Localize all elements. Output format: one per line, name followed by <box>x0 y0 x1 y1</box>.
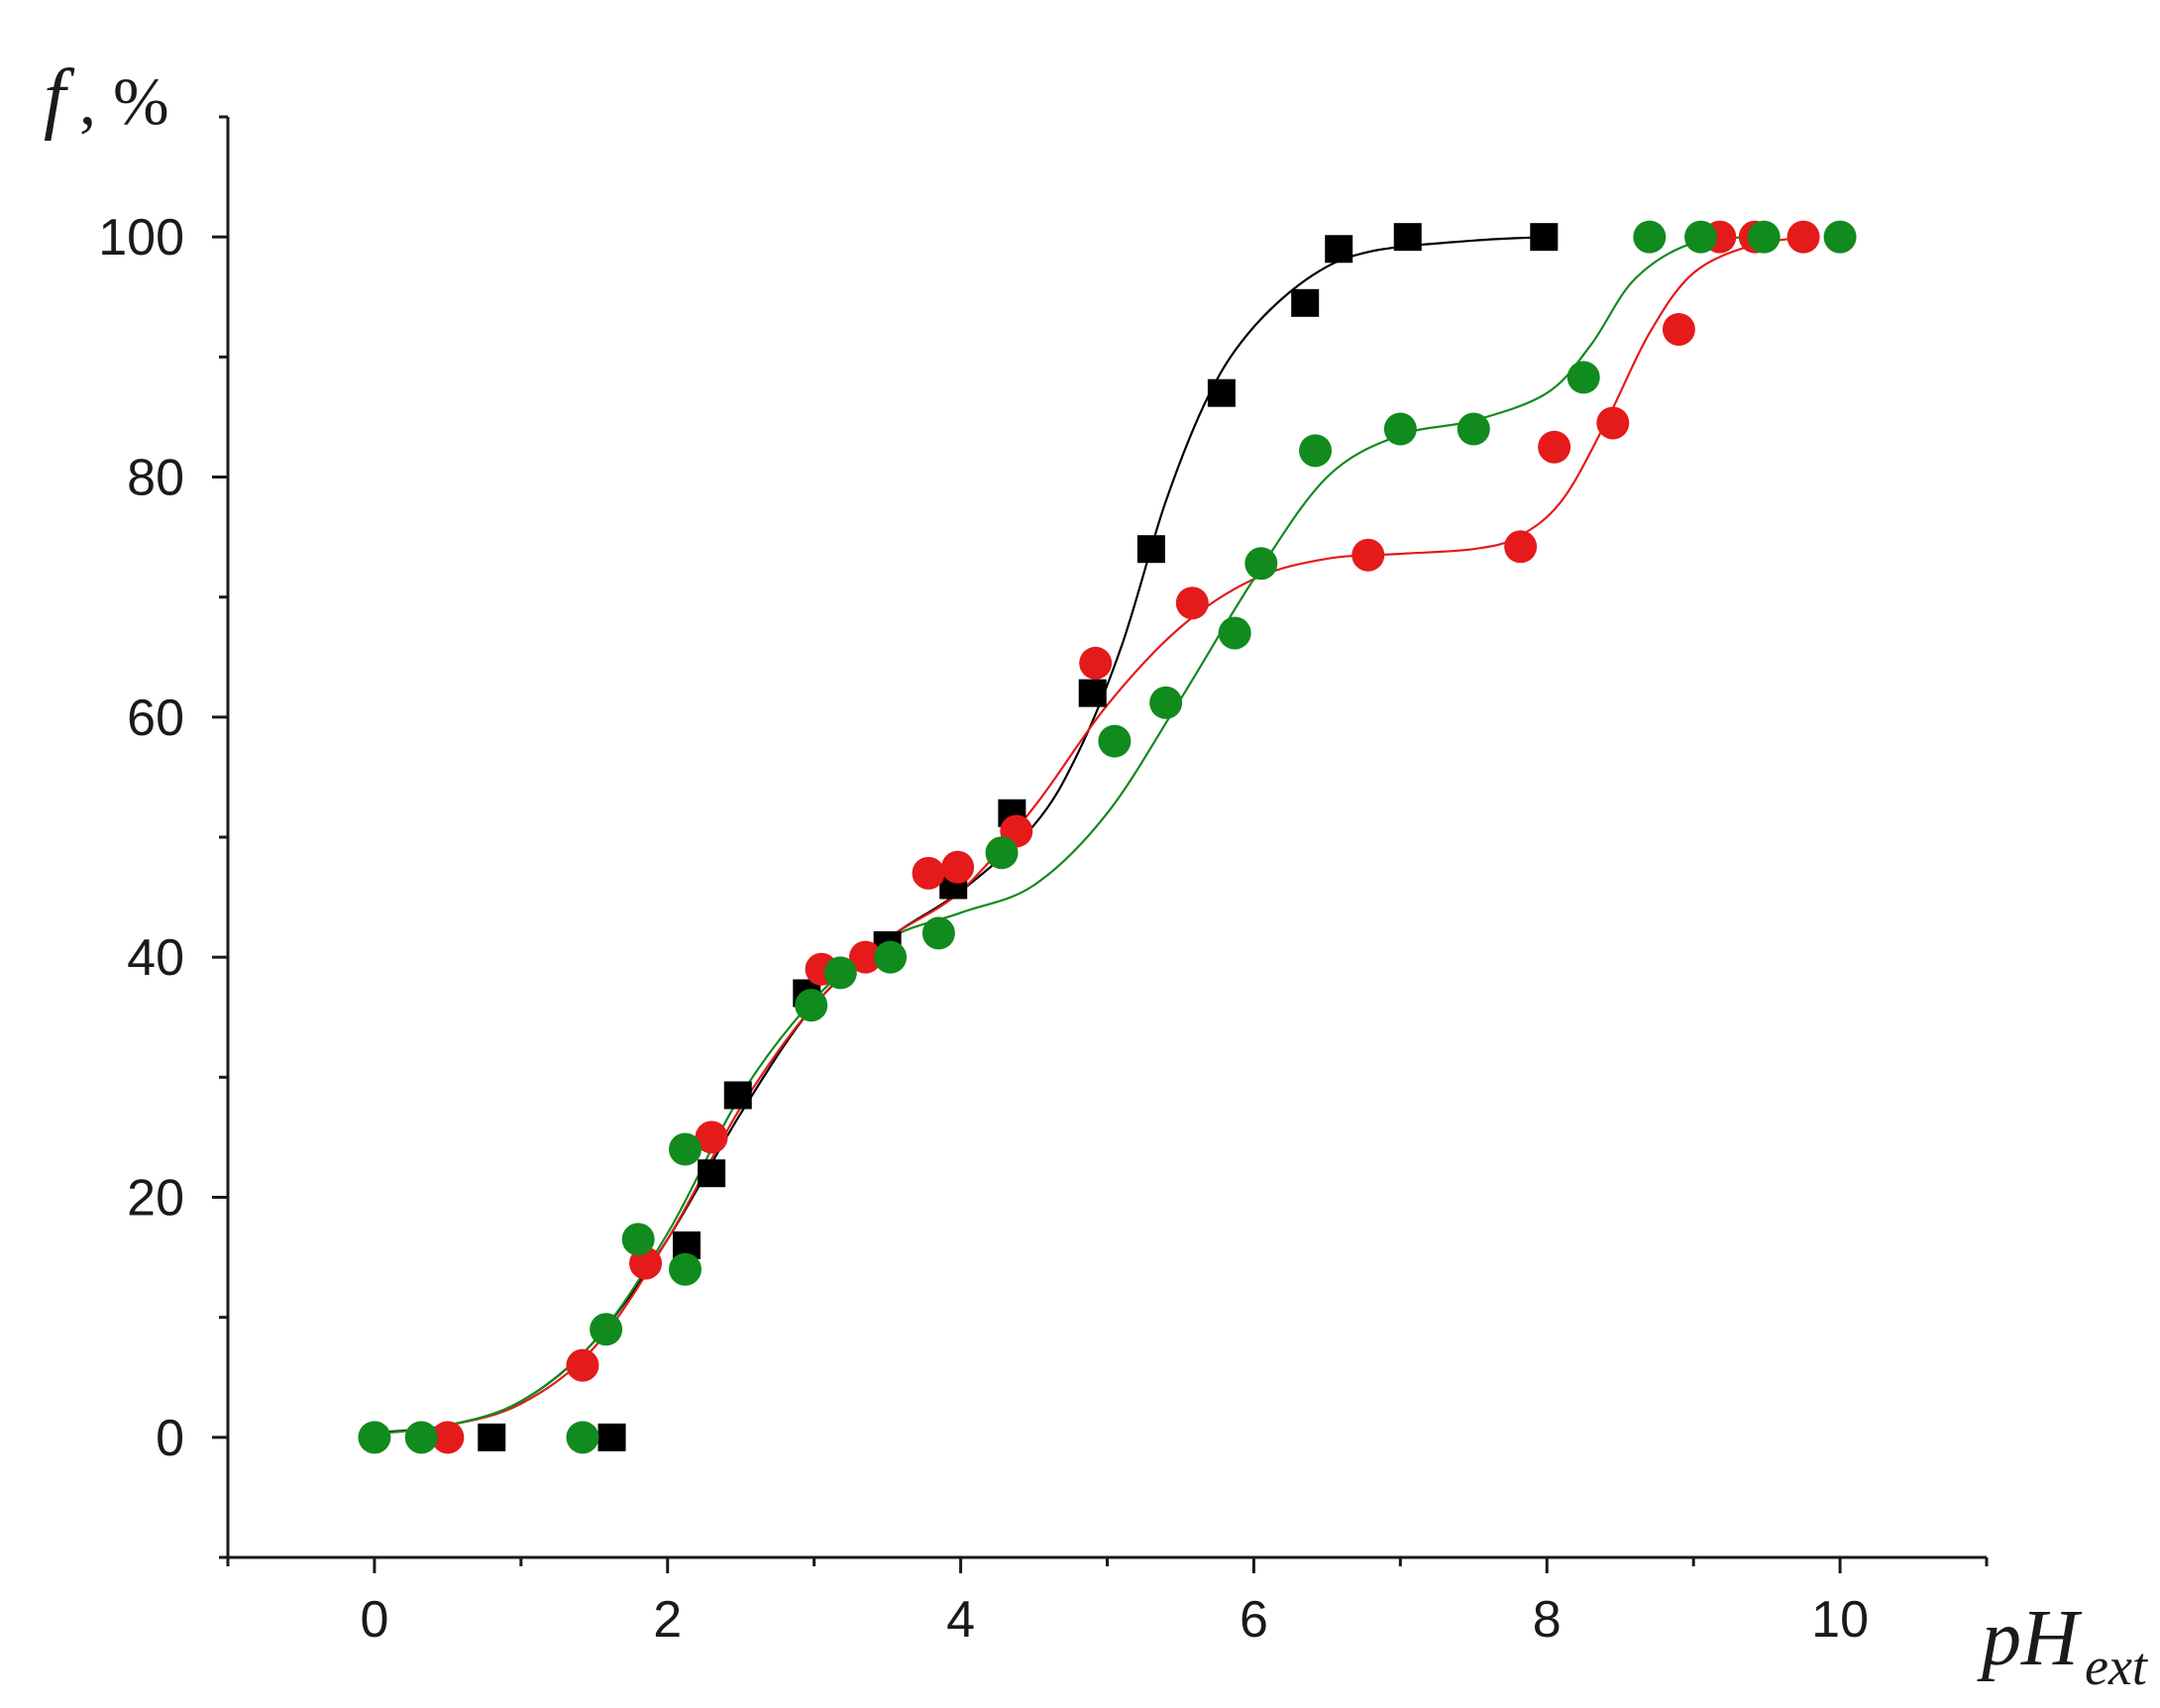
series-green-point <box>795 989 828 1022</box>
series-green-point <box>404 1421 438 1454</box>
series-green-fit <box>374 236 1768 1436</box>
series-green-point <box>921 916 955 950</box>
series-red-point <box>1351 538 1385 572</box>
series-green-point <box>823 956 857 990</box>
series-green-point <box>985 836 1019 870</box>
series-green-point <box>1823 220 1857 254</box>
x-axis-title-main: pH <box>1977 1595 2083 1682</box>
series-red-point <box>1175 587 1209 620</box>
series-black-point <box>1325 235 1353 264</box>
y-tick-label: 20 <box>127 1170 184 1228</box>
y-tick-label: 80 <box>127 450 184 507</box>
x-tick-label: 2 <box>653 1591 682 1649</box>
series-green-point <box>1218 616 1251 650</box>
series-green-point <box>1566 361 1600 394</box>
series-red-point <box>1596 406 1630 440</box>
series-black-point <box>698 1159 726 1188</box>
series-red-point <box>912 856 945 890</box>
series-black-fit <box>374 236 1548 1435</box>
series-green-point <box>1747 220 1781 254</box>
series-green-point <box>358 1421 391 1454</box>
series-black-point <box>1078 679 1107 707</box>
y-tick-label: 0 <box>156 1410 184 1467</box>
series-black-point <box>1393 223 1422 252</box>
y-tick-label: 40 <box>127 929 184 987</box>
series-green-point <box>1684 220 1718 254</box>
fit-curves <box>374 236 1811 1436</box>
x-tick-label: 6 <box>1240 1591 1268 1649</box>
series-black-point <box>597 1423 626 1451</box>
series-green-point <box>1244 547 1278 581</box>
series-green-point <box>669 1132 702 1166</box>
y-tick-label: 60 <box>127 690 184 747</box>
series-red-point <box>566 1348 599 1382</box>
x-axis-title-sub: ext <box>2085 1637 2149 1696</box>
x-tick-label: 4 <box>946 1591 975 1649</box>
series-black-point <box>1530 223 1559 252</box>
series-red-point <box>1079 646 1113 680</box>
series-black-point <box>1207 378 1236 407</box>
y-tick-label: 100 <box>98 209 184 267</box>
series-red-point <box>1662 312 1695 346</box>
series-green-point <box>669 1252 702 1286</box>
x-tick-label: 8 <box>1533 1591 1562 1649</box>
axis-titles: f , % pH ext <box>44 54 2149 1696</box>
x-tick-label: 10 <box>1811 1591 1869 1649</box>
series-green-point <box>621 1223 655 1256</box>
y-axis-title-unit: , % <box>79 63 169 139</box>
series-red-point <box>848 940 882 974</box>
series-green-point <box>590 1313 623 1346</box>
series-red-point <box>1538 430 1571 464</box>
series-red-point <box>1504 530 1538 564</box>
series-green-point <box>566 1421 599 1454</box>
series-red-point <box>1786 220 1820 254</box>
y-axis-title-var: f <box>44 54 75 142</box>
series-green-point <box>1149 686 1183 719</box>
series-green-point <box>1098 724 1132 758</box>
series-red-point <box>941 850 975 884</box>
series-green-point <box>1457 412 1490 446</box>
series-black-point <box>478 1423 506 1451</box>
series-red-point <box>695 1121 728 1154</box>
series-black-point <box>723 1081 752 1110</box>
series-red-fit <box>374 236 1811 1436</box>
series-red-point <box>431 1421 465 1454</box>
series-green-point <box>1383 412 1417 446</box>
series-black-point <box>1291 288 1320 317</box>
axes: 0 20 40 60 80 100 0 2 4 6 8 10 <box>98 115 1989 1649</box>
series-black-point <box>1136 535 1165 564</box>
series-green-point <box>874 940 908 974</box>
series-green-point <box>1299 434 1333 468</box>
series-green-point <box>1633 220 1667 254</box>
data-points <box>358 220 1857 1454</box>
x-tick-label: 0 <box>360 1591 388 1649</box>
